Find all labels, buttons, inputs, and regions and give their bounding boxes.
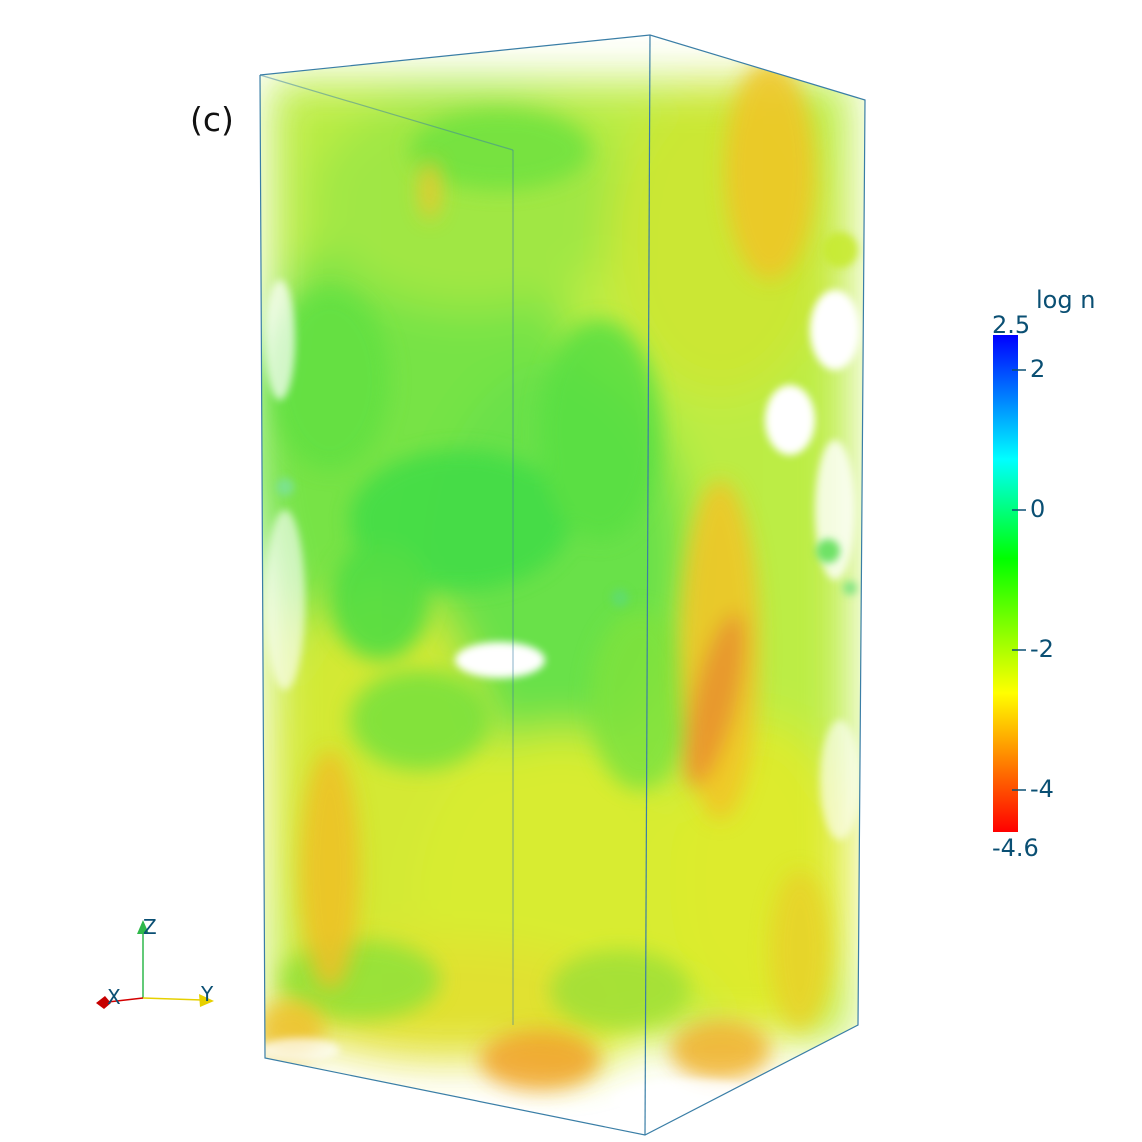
panel-label: (c) xyxy=(190,100,234,139)
y-axis-line xyxy=(142,997,203,1001)
colorbar xyxy=(993,335,1026,832)
x-axis-label: X xyxy=(107,985,121,1009)
density-volume xyxy=(260,35,865,1135)
y-axis-arrow xyxy=(199,994,214,1007)
colorbar-tick-label: -2 xyxy=(1030,635,1054,663)
x-axis-arrow xyxy=(96,996,111,1009)
colorbar-ticks xyxy=(1012,369,1026,791)
x-axis-line xyxy=(107,997,144,1003)
colorbar-tick-label: 2 xyxy=(1030,355,1046,383)
colorbar-tick-label: 0 xyxy=(1030,495,1046,523)
y-axis-label: Y xyxy=(201,982,214,1006)
colorbar-max-label: 2.5 xyxy=(992,311,1031,339)
z-axis-label: Z xyxy=(143,915,157,939)
colorbar-gradient xyxy=(993,335,1018,832)
axes-triad xyxy=(96,920,214,1009)
colorbar-min-label: -4.6 xyxy=(992,834,1039,862)
colorbar-title: log n xyxy=(1036,286,1096,314)
z-axis-arrow xyxy=(137,920,149,934)
bounding-box xyxy=(259,34,866,1136)
colorbar-tick-label: -4 xyxy=(1030,775,1054,803)
